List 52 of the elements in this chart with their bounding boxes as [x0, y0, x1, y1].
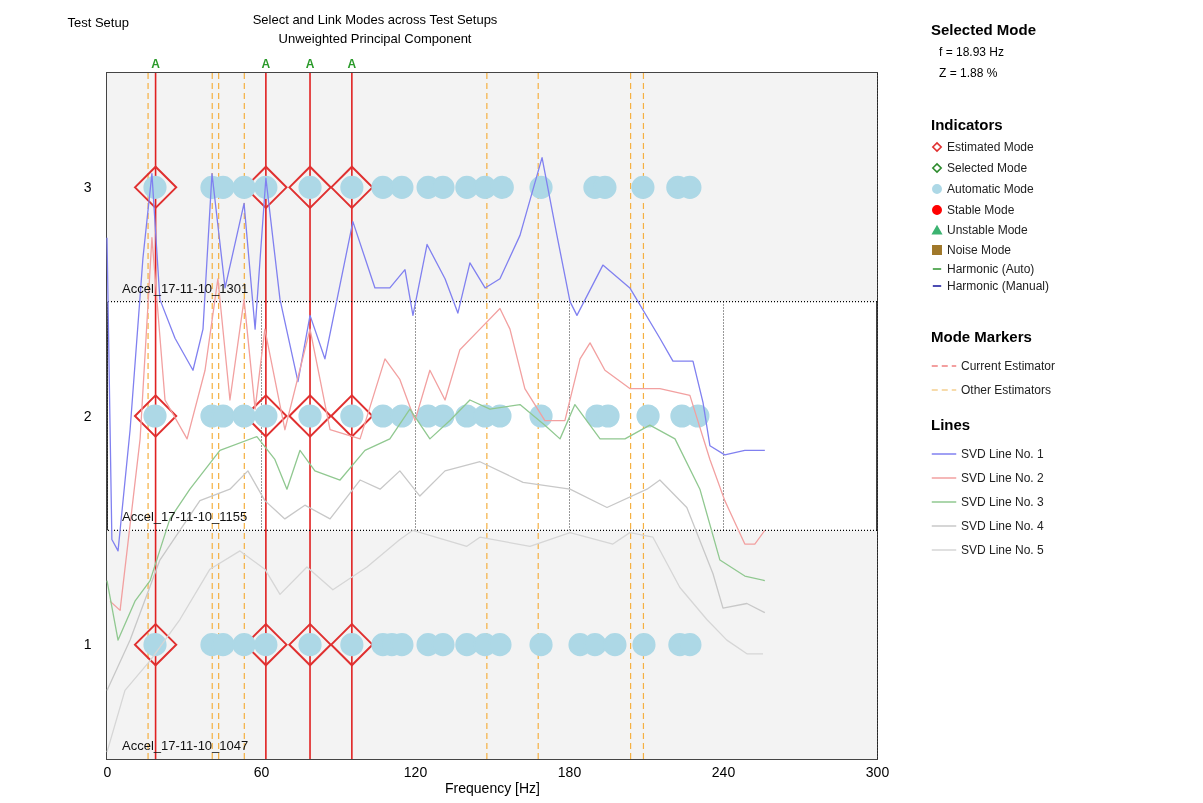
x-tick-label: 300 — [865, 763, 890, 780]
point — [330, 394, 374, 438]
ref-line-label: A — [347, 57, 357, 71]
y-tick-label: 1 — [83, 636, 92, 653]
chart-title: Select and Link Modes across Test Setups — [252, 12, 498, 27]
legend-label: SVD Line No. 4 — [961, 519, 1045, 533]
legend-title: Indicators — [931, 116, 1003, 133]
text: Lines — [931, 416, 971, 433]
x-axis-title: Frequency [Hz] — [445, 779, 540, 796]
x-tick-label: 180 — [557, 763, 582, 780]
line-series — [106, 156, 766, 552]
chart-subtitle: Unweighted Principal Component — [278, 31, 472, 46]
point — [288, 623, 332, 667]
legend-label: Harmonic (Auto) — [947, 262, 1035, 276]
line-series — [106, 529, 764, 753]
legend-label: SVD Line No. 2 — [961, 471, 1045, 485]
legend-label: Harmonic (Manual) — [947, 279, 1050, 293]
point — [133, 623, 178, 667]
legend-label: Current Estimator — [961, 359, 1056, 373]
y-tick-label: 2 — [83, 407, 92, 424]
x-tick-label: 0 — [103, 763, 112, 780]
legend-label: Estimated Mode — [947, 140, 1035, 154]
point — [288, 165, 332, 209]
legend-label: Noise Mode — [947, 243, 1012, 257]
point — [330, 165, 374, 209]
text: Selected Mode — [931, 21, 1037, 38]
point — [288, 394, 332, 438]
line-series — [106, 461, 766, 692]
legend-label: Other Estimators — [961, 383, 1052, 397]
legend-label: SVD Line No. 3 — [961, 495, 1045, 509]
ref-line-label: A — [151, 57, 161, 71]
text: Z = 1.88 % — [939, 66, 998, 80]
legend-label: Selected Mode — [947, 161, 1028, 175]
point — [133, 394, 178, 438]
legend-label: Stable Mode — [947, 203, 1015, 217]
line-series — [106, 399, 766, 641]
legend-label: Unstable Mode — [947, 223, 1029, 237]
ref-line-label: A — [261, 57, 271, 71]
point — [330, 623, 374, 667]
x-tick-label: 120 — [403, 763, 428, 780]
x-tick-label: 60 — [253, 763, 270, 780]
point — [133, 165, 178, 209]
legend-label: Automatic Mode — [947, 182, 1035, 196]
legend-label: SVD Line No. 5 — [961, 543, 1045, 557]
text: Mode Markers — [931, 328, 1032, 345]
ref-line-label: A — [305, 57, 315, 71]
legend-label: SVD Line No. 1 — [961, 447, 1045, 461]
y-tick-label: 3 — [83, 178, 92, 195]
line-series — [109, 236, 766, 612]
x-tick-label: 240 — [711, 763, 736, 780]
text: f = 18.93 Hz — [939, 45, 1005, 59]
y-axis-title: Test Setup — [67, 14, 129, 30]
